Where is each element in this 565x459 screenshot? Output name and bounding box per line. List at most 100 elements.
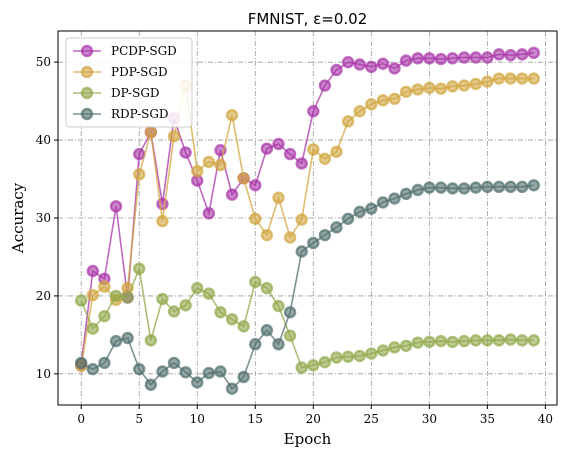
x-tick-label: 5	[135, 412, 143, 426]
x-tick-label: 35	[480, 412, 495, 426]
data-point	[388, 341, 401, 354]
data-point	[260, 228, 274, 242]
data-point	[121, 331, 134, 345]
legend-marker	[80, 86, 94, 100]
legend-label: RDP-SGD	[111, 107, 169, 121]
data-point	[353, 105, 366, 118]
data-point	[272, 338, 285, 351]
data-point	[75, 294, 88, 307]
x-tick-label: 30	[422, 412, 437, 426]
data-point	[365, 98, 378, 111]
data-point	[121, 291, 134, 304]
data-point	[225, 382, 239, 395]
data-point	[202, 155, 216, 169]
data-point	[399, 85, 413, 98]
x-tick-label: 0	[77, 412, 85, 426]
data-point	[318, 355, 332, 369]
data-point	[283, 147, 297, 161]
data-point	[202, 366, 216, 380]
data-point	[446, 52, 459, 65]
legend-label: DP-SGD	[111, 86, 160, 100]
data-point	[353, 205, 366, 218]
data-point	[98, 280, 111, 293]
legend-marker	[80, 65, 94, 79]
data-point	[179, 146, 192, 159]
y-tick-label: 20	[36, 289, 51, 303]
data-point	[481, 51, 494, 64]
data-point	[109, 289, 123, 303]
data-point	[318, 79, 332, 92]
series-line	[80, 184, 534, 390]
data-point	[376, 196, 390, 209]
data-point	[237, 172, 250, 185]
data-point	[492, 180, 506, 194]
data-point	[144, 378, 158, 391]
data-point	[295, 157, 308, 170]
data-point	[167, 129, 181, 143]
x-tick-label: 10	[190, 412, 205, 426]
data-point	[481, 75, 494, 88]
data-point	[144, 334, 158, 347]
data-point	[86, 288, 100, 302]
data-point	[307, 105, 320, 118]
y-tick-label: 30	[36, 211, 51, 225]
data-point	[237, 370, 250, 384]
data-point	[504, 72, 517, 85]
data-point	[330, 145, 343, 158]
legend-item: DP-SGD	[73, 86, 160, 100]
data-point	[469, 51, 482, 64]
data-point	[225, 108, 239, 122]
data-point	[307, 143, 320, 156]
data-point	[515, 48, 529, 61]
legend-item: RDP-SGD	[73, 107, 169, 121]
data-point	[446, 80, 459, 93]
data-point	[515, 72, 529, 85]
data-point	[481, 180, 494, 194]
legend-marker	[80, 44, 94, 58]
data-point	[504, 333, 517, 346]
legend-label: PCDP-SGD	[111, 44, 177, 58]
legend-label: PDP-SGD	[111, 65, 168, 79]
x-axis-ticks: 0 5 10 15 20 25 30 35 40	[77, 405, 553, 426]
data-point	[341, 212, 355, 225]
data-point	[179, 366, 192, 379]
data-point	[457, 334, 471, 348]
data-point	[434, 334, 448, 348]
legend-item: PCDP-SGD	[73, 44, 177, 58]
x-axis-label: Epoch	[284, 430, 332, 448]
data-point	[249, 179, 262, 192]
data-point	[295, 245, 308, 258]
data-point	[434, 82, 448, 95]
data-point	[167, 305, 181, 318]
data-point	[86, 322, 100, 335]
data-point	[527, 334, 540, 347]
data-point	[191, 376, 204, 389]
data-point	[527, 179, 540, 192]
data-point	[272, 299, 285, 313]
data-point	[225, 188, 239, 201]
data-point	[341, 350, 355, 363]
data-point	[527, 72, 540, 85]
x-tick-label: 15	[248, 412, 263, 426]
data-point	[133, 168, 146, 181]
data-point	[515, 180, 529, 194]
y-tick-label: 40	[36, 133, 51, 147]
data-point	[307, 359, 320, 372]
data-point	[446, 182, 459, 195]
data-point	[469, 77, 482, 91]
data-point	[260, 142, 274, 155]
data-point	[353, 58, 366, 71]
data-point	[504, 180, 517, 194]
x-tick-label: 20	[306, 412, 321, 426]
data-point	[388, 192, 401, 205]
data-point	[330, 63, 343, 77]
data-point	[214, 306, 227, 319]
legend-box	[65, 37, 193, 128]
series-line	[80, 265, 534, 369]
data-point	[399, 187, 413, 201]
data-point	[133, 147, 146, 161]
data-point	[469, 181, 482, 194]
data-point	[399, 54, 413, 67]
data-point	[411, 83, 424, 96]
